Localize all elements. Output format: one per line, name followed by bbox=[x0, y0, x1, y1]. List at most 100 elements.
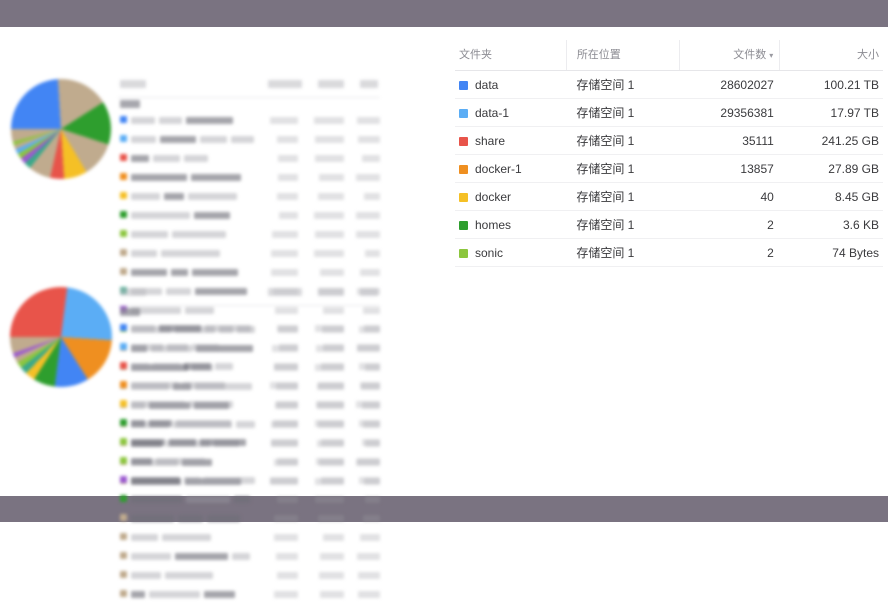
list-item[interactable] bbox=[118, 395, 380, 414]
table-row[interactable]: share 存储空间 1 35111 241.25 GB bbox=[455, 126, 883, 155]
redacted-text bbox=[175, 553, 228, 560]
folder-name-label: docker bbox=[475, 189, 512, 204]
redacted-value bbox=[271, 439, 298, 446]
left-report-panel bbox=[0, 27, 430, 598]
color-swatch-icon bbox=[120, 438, 127, 445]
list-item[interactable] bbox=[118, 187, 380, 206]
redacted-value bbox=[317, 402, 344, 409]
redacted-text bbox=[169, 439, 196, 446]
redacted-text bbox=[131, 174, 187, 181]
list-item[interactable] bbox=[118, 490, 380, 509]
redacted-value bbox=[277, 458, 298, 465]
redacted-text bbox=[131, 458, 152, 465]
redacted-text bbox=[232, 553, 250, 560]
redacted-value bbox=[272, 345, 298, 352]
list-item[interactable] bbox=[118, 433, 380, 452]
list-item[interactable] bbox=[118, 111, 380, 130]
right-panel: 文件夹 所在位置 文件数 ▾ 大小 data 存储空间 1 28602027 100.2… bbox=[455, 40, 883, 267]
redacted-value bbox=[316, 401, 344, 408]
redacted-text bbox=[188, 193, 237, 200]
redacted-value bbox=[318, 193, 344, 200]
color-swatch-icon bbox=[120, 590, 127, 597]
column-header-size[interactable]: 大小 bbox=[779, 40, 883, 71]
redacted-text bbox=[173, 383, 191, 390]
redacted-column-header bbox=[360, 288, 378, 296]
redacted-value bbox=[358, 572, 380, 579]
redacted-column-header bbox=[318, 80, 344, 88]
list-item[interactable] bbox=[118, 376, 380, 395]
redacted-value bbox=[271, 440, 298, 447]
color-swatch-icon bbox=[120, 400, 127, 407]
list-item[interactable] bbox=[118, 528, 380, 547]
redacted-value bbox=[359, 326, 380, 333]
redacted-value bbox=[315, 420, 344, 427]
redacted-text bbox=[207, 515, 240, 522]
redacted-text bbox=[178, 515, 203, 522]
redacted-column-header bbox=[120, 288, 146, 296]
color-swatch-icon bbox=[120, 419, 127, 426]
list-item[interactable] bbox=[118, 149, 380, 168]
redacted-column-header bbox=[120, 80, 146, 88]
redacted-value bbox=[356, 174, 380, 181]
redacted-text bbox=[131, 572, 161, 579]
redacted-text bbox=[131, 269, 167, 276]
redacted-value bbox=[356, 212, 380, 219]
list-item[interactable] bbox=[118, 263, 380, 282]
redacted-text bbox=[131, 420, 145, 427]
redacted-text bbox=[156, 458, 205, 465]
redacted-column-header bbox=[268, 288, 302, 296]
list-item[interactable] bbox=[118, 319, 380, 338]
redacted-group-label bbox=[118, 306, 380, 319]
list-item[interactable] bbox=[118, 414, 380, 433]
cell-size: 17.97 TB bbox=[779, 98, 883, 127]
table-row[interactable]: docker 存储空间 1 40 8.45 GB bbox=[455, 182, 883, 211]
table-row[interactable]: homes 存储空间 1 2 3.6 KB bbox=[455, 210, 883, 239]
list-item[interactable] bbox=[118, 225, 380, 244]
list-item[interactable] bbox=[118, 452, 380, 471]
list-item[interactable] bbox=[118, 206, 380, 225]
redacted-value bbox=[357, 553, 380, 560]
list-item[interactable] bbox=[118, 168, 380, 187]
redacted-value bbox=[363, 515, 380, 522]
table-row[interactable]: sonic 存储空间 1 2 74 Bytes bbox=[455, 238, 883, 267]
list-item[interactable] bbox=[118, 130, 380, 149]
cell-folder-name: docker-1 bbox=[455, 154, 567, 183]
redacted-value bbox=[271, 269, 298, 276]
redacted-value bbox=[356, 231, 380, 238]
redacted-text bbox=[184, 363, 211, 370]
list-item[interactable] bbox=[118, 244, 380, 263]
redacted-value bbox=[356, 401, 380, 408]
redacted-value bbox=[323, 534, 344, 541]
list-item[interactable] bbox=[118, 547, 380, 566]
redacted-value bbox=[364, 193, 380, 200]
color-swatch-icon bbox=[120, 476, 127, 483]
redacted-value bbox=[361, 383, 380, 390]
list-item[interactable] bbox=[118, 357, 380, 376]
list-item[interactable] bbox=[118, 509, 380, 528]
redacted-text bbox=[131, 591, 145, 598]
cell-folder-name: docker bbox=[455, 182, 567, 211]
redacted-text bbox=[194, 402, 229, 409]
redacted-text bbox=[191, 174, 241, 181]
redacted-value bbox=[275, 307, 298, 314]
table-row[interactable]: data 存储空间 1 28602027 100.21 TB bbox=[455, 70, 883, 99]
table-row[interactable]: data-1 存储空间 1 29356381 17.97 TB bbox=[455, 98, 883, 127]
column-header-folder[interactable]: 文件夹 bbox=[455, 40, 567, 71]
table-row[interactable]: docker-1 存储空间 1 13857 27.89 GB bbox=[455, 154, 883, 183]
column-header-location[interactable]: 所在位置 bbox=[565, 40, 680, 71]
redacted-text bbox=[185, 478, 241, 485]
list-item[interactable] bbox=[118, 471, 380, 490]
redacted-value bbox=[276, 401, 298, 408]
redacted-text bbox=[131, 439, 165, 446]
list-item[interactable] bbox=[118, 585, 380, 604]
list-item[interactable] bbox=[118, 338, 380, 357]
redacted-text bbox=[149, 591, 200, 598]
color-swatch-icon bbox=[120, 457, 127, 464]
redacted-text bbox=[131, 117, 155, 124]
column-header-file-count[interactable]: 文件数 ▾ bbox=[679, 40, 780, 71]
redacted-value bbox=[359, 363, 380, 370]
redacted-text bbox=[131, 496, 182, 503]
list-item[interactable] bbox=[118, 566, 380, 585]
redacted-value bbox=[320, 591, 344, 598]
